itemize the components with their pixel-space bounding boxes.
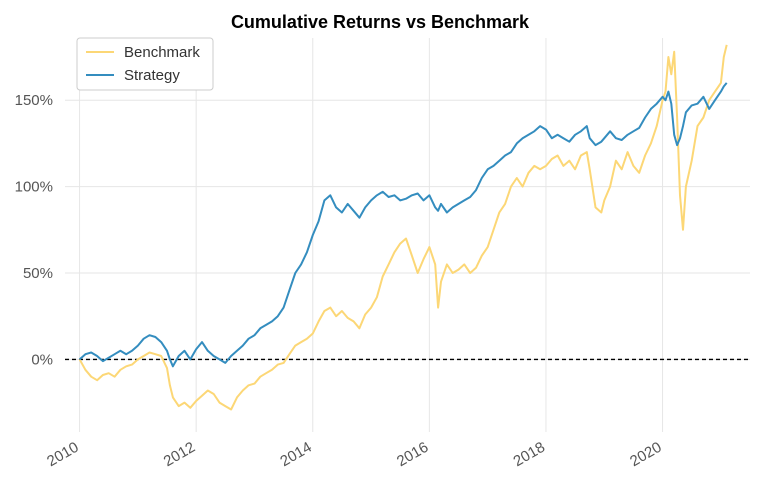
x-tick-label-4: 2018 xyxy=(511,439,548,470)
series-line-strategy xyxy=(78,82,728,368)
x-tick-label-0: 2010 xyxy=(44,439,81,470)
y-tick-label-0: 0% xyxy=(31,351,53,368)
legend-label-benchmark: Benchmark xyxy=(124,44,200,61)
series-layer xyxy=(78,44,728,411)
y-tick-label-1: 50% xyxy=(23,265,53,282)
legend: Benchmark Strategy xyxy=(76,37,214,91)
x-axis-ticks: 2010 2012 2014 2016 2018 2020 xyxy=(44,439,664,470)
series-line-benchmark xyxy=(78,44,728,411)
x-tick-label-5: 2020 xyxy=(627,439,664,470)
legend-label-strategy: Strategy xyxy=(124,67,180,84)
y-axis-ticks: 0% 50% 100% 150% xyxy=(15,92,53,368)
grid xyxy=(65,38,750,432)
chart-title: Cumulative Returns vs Benchmark xyxy=(231,12,530,32)
x-tick-label-1: 2012 xyxy=(161,439,198,470)
y-tick-label-3: 150% xyxy=(15,92,53,109)
x-tick-label-3: 2016 xyxy=(394,439,431,470)
x-tick-label-2: 2014 xyxy=(277,439,314,470)
y-tick-label-2: 100% xyxy=(15,179,53,196)
